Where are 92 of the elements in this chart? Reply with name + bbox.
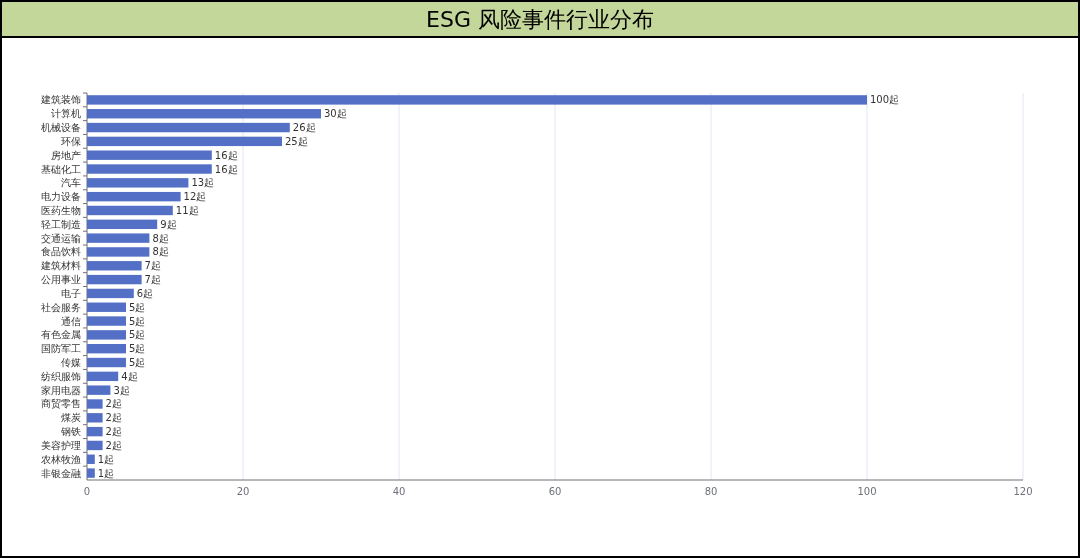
- data-label: 2起: [105, 439, 122, 451]
- data-label: 26起: [292, 122, 316, 134]
- bar: [87, 233, 150, 243]
- data-label: 5起: [129, 329, 146, 341]
- data-label: 7起: [144, 260, 161, 272]
- y-tick-label: 建筑材料: [40, 260, 81, 272]
- y-tick-label: 电子: [61, 287, 81, 299]
- y-tick-label: 医药生物: [41, 204, 81, 216]
- bar: [87, 302, 126, 312]
- y-tick-label: 社会服务: [41, 301, 81, 313]
- bar: [87, 136, 282, 147]
- data-label: 8起: [152, 246, 169, 258]
- data-label: 1起: [97, 453, 115, 465]
- bar: [87, 426, 103, 437]
- bar: [87, 122, 290, 133]
- bar: [87, 357, 126, 368]
- bar: [87, 219, 158, 229]
- data-label: 5起: [129, 301, 146, 313]
- bar: [87, 247, 150, 257]
- bar: [87, 205, 173, 216]
- bar: [87, 399, 103, 409]
- y-tick-label: 计算机: [51, 108, 81, 120]
- bar: [87, 150, 212, 160]
- y-tick-label: 钢铁: [60, 426, 81, 438]
- bar: [87, 454, 95, 464]
- bar: [87, 413, 103, 423]
- data-label: 30起: [324, 108, 347, 120]
- y-tick-label: 美容护理: [41, 439, 81, 451]
- y-tick-label: 交通运输: [41, 232, 81, 244]
- x-tick-label: 80: [704, 486, 718, 497]
- data-label: 5起: [129, 315, 146, 327]
- y-tick-label: 农林牧渔: [41, 453, 81, 465]
- data-label: 5起: [129, 343, 146, 355]
- y-tick-label: 房地产: [51, 149, 81, 161]
- y-tick-label: 食品饮料: [41, 246, 81, 258]
- chart-title: ESG 风险事件行业分布: [426, 7, 654, 32]
- data-label: 2起: [105, 398, 122, 410]
- y-tick-label: 通信: [61, 315, 81, 327]
- bar: [87, 164, 212, 174]
- y-tick-label: 国防军工: [41, 343, 81, 355]
- data-label: 12起: [183, 191, 207, 203]
- data-label: 9起: [160, 218, 177, 230]
- bar: [87, 440, 103, 451]
- bar: [87, 330, 126, 340]
- data-label: 25起: [285, 135, 308, 147]
- data-label: 5起: [129, 357, 146, 369]
- x-tick-label: 20: [236, 486, 250, 497]
- x-tick-label: 60: [548, 486, 562, 497]
- bar: [87, 468, 95, 478]
- data-label: 16起: [214, 149, 238, 161]
- data-label: 2起: [105, 426, 122, 438]
- y-tick-label: 建筑装饰: [40, 94, 81, 106]
- data-label: 8起: [152, 232, 169, 244]
- y-tick-label: 传媒: [61, 357, 81, 369]
- y-tick-label: 煤炭: [61, 412, 81, 424]
- bar: [87, 274, 142, 285]
- y-tick-label: 环保: [61, 135, 81, 147]
- bar: [87, 95, 867, 105]
- bar: [87, 316, 126, 326]
- data-label: 2起: [105, 412, 122, 424]
- bar: [87, 261, 142, 271]
- bar: [87, 288, 134, 299]
- x-tick-label: 120: [1013, 486, 1033, 497]
- bar: [87, 191, 181, 202]
- data-label: 13起: [191, 177, 215, 189]
- y-tick-label: 机械设备: [41, 122, 81, 134]
- bar: [87, 178, 189, 188]
- y-tick-label: 有色金属: [41, 329, 81, 341]
- x-tick-label: 0: [83, 486, 91, 497]
- data-label: 16起: [214, 163, 238, 175]
- bar: [87, 344, 126, 354]
- y-tick-label: 纺织服饰: [41, 370, 81, 382]
- y-tick-label: 家用电器: [41, 384, 81, 396]
- bar: [87, 385, 111, 395]
- data-label: 100起: [870, 94, 900, 106]
- y-tick-label: 轻工制造: [41, 218, 81, 230]
- y-tick-label: 汽车: [61, 177, 81, 189]
- data-label: 1起: [97, 467, 115, 479]
- y-tick-label: 基础化工: [41, 163, 81, 175]
- bar: [87, 371, 119, 382]
- data-label: 11起: [175, 204, 199, 216]
- y-tick-label: 公用事业: [41, 274, 81, 286]
- data-label: 6起: [136, 287, 154, 299]
- bar: [87, 109, 321, 119]
- x-tick-label: 40: [392, 486, 406, 497]
- y-tick-label: 非银金融: [41, 467, 81, 479]
- data-label: 3起: [113, 384, 130, 396]
- y-tick-label: 商贸零售: [41, 398, 81, 410]
- y-tick-label: 电力设备: [41, 191, 81, 203]
- data-label: 4起: [121, 370, 138, 382]
- data-label: 7起: [144, 274, 161, 286]
- x-tick-label: 100: [857, 486, 877, 497]
